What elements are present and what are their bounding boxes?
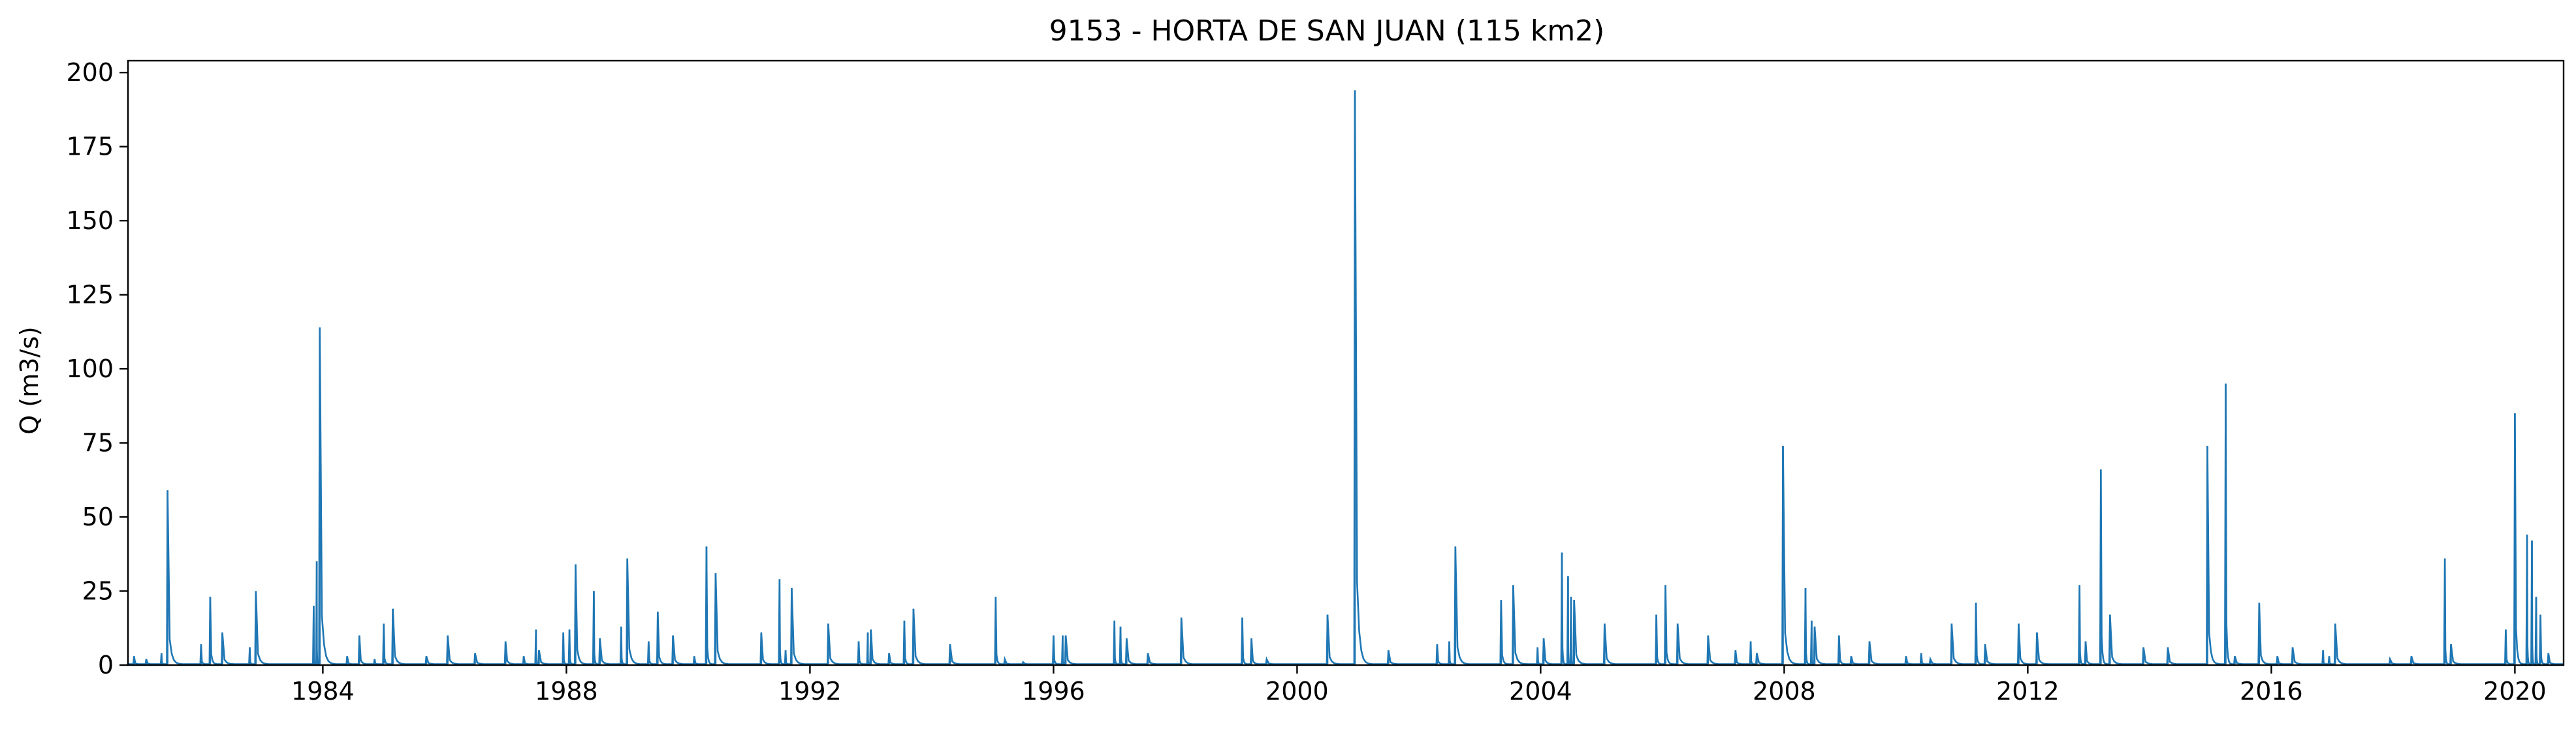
y-tick-label: 0 <box>98 651 114 679</box>
x-tick-label: 1988 <box>535 677 598 706</box>
y-tick-label: 75 <box>82 429 114 458</box>
plot-frame <box>127 59 2565 666</box>
x-tick-label: 1996 <box>1022 677 1085 706</box>
axes: 1984 1988 1992 1996 2000 2004 2008 2012 2016 2020… <box>66 58 2565 706</box>
chart-title: 9153 - HORTA DE SAN JUAN (115 km2) <box>1049 14 1605 48</box>
series-line <box>128 90 2564 665</box>
x-tick-label: 2000 <box>1265 677 1329 706</box>
x-tick-label: 1984 <box>291 677 355 706</box>
y-tick-label: 175 <box>66 132 114 161</box>
y-tick-label: 25 <box>82 577 114 606</box>
x-tick-label: 2020 <box>2483 677 2547 706</box>
plot-area <box>128 90 2564 665</box>
x-tick-label: 1992 <box>778 677 842 706</box>
y-axis-label: Q (m3/s) <box>15 326 44 434</box>
y-tick-label: 150 <box>66 206 114 235</box>
x-tick-label: 2008 <box>1753 677 1816 706</box>
x-tick-label: 2012 <box>1996 677 2059 706</box>
x-tick-label: 2004 <box>1509 677 1572 706</box>
y-tick-label: 50 <box>82 503 114 531</box>
y-tick-label: 200 <box>66 58 114 87</box>
x-tick-label: 2016 <box>2240 677 2303 706</box>
y-tick-label: 125 <box>66 281 114 309</box>
y-tick-label: 100 <box>66 354 114 383</box>
